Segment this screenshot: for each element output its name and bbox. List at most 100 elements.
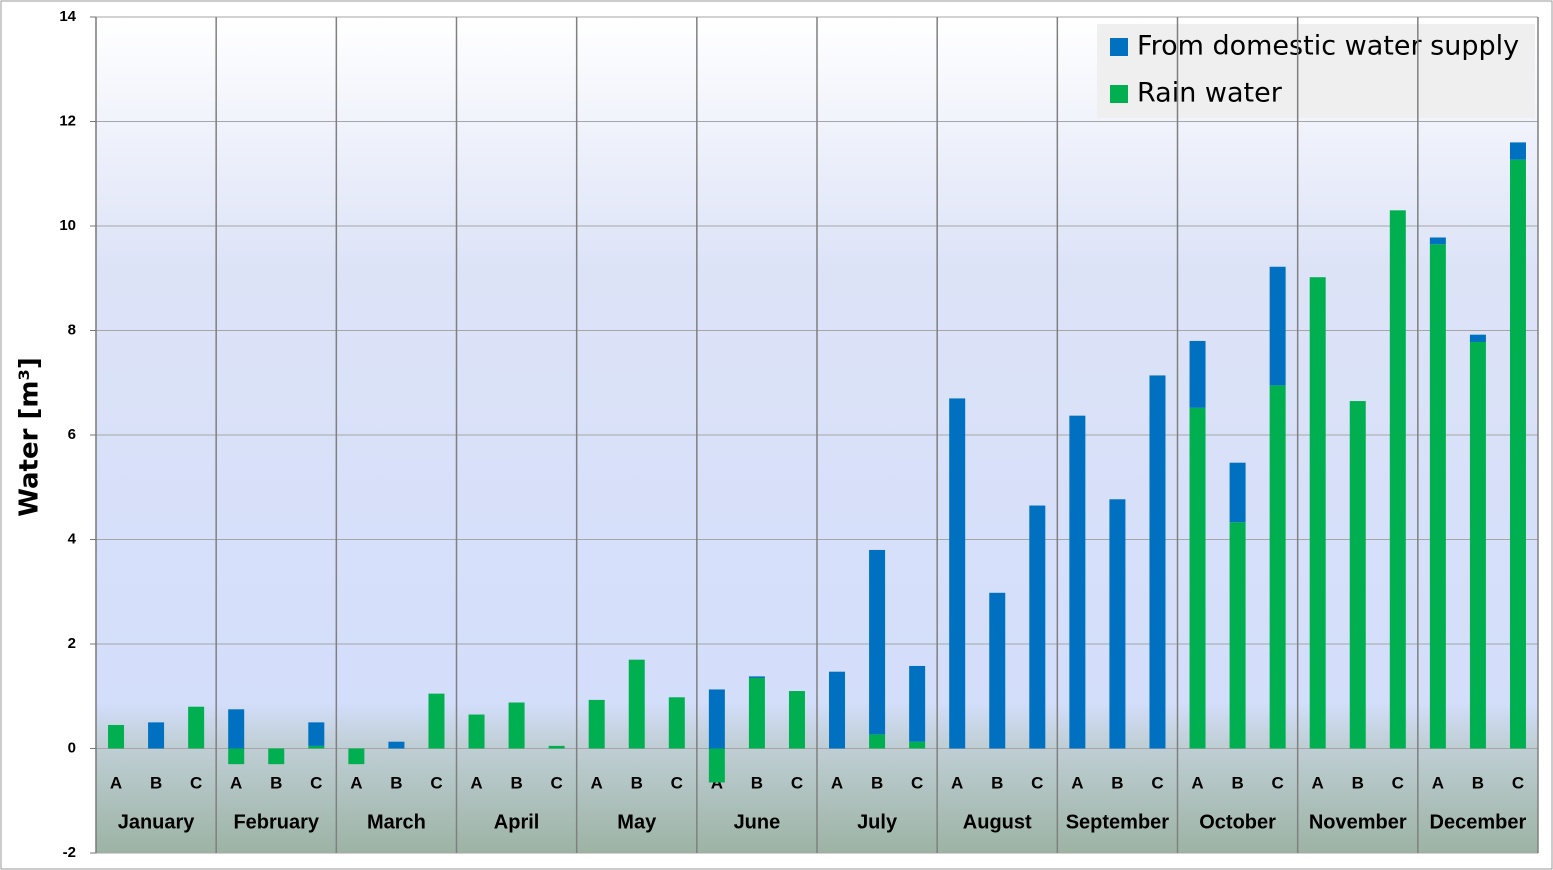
bar-segment [628,659,645,749]
bar-segment [548,745,565,749]
y-axis-title: Water [m³] [15,357,45,516]
x-tick-label: A [1191,773,1203,792]
bar-segment [1469,334,1486,342]
x-tick-label: B [390,773,402,792]
y-tick-label: 0 [68,739,76,756]
group-label: December [1430,811,1527,833]
x-tick-label: C [911,773,923,792]
x-tick-label: A [110,773,122,792]
group-label: July [857,811,898,833]
x-tick-label: B [1352,773,1364,792]
bar-segment [228,748,245,765]
bar-segment [869,734,886,749]
bar-segment [228,709,245,749]
bar-segment [708,748,725,783]
x-tick-label: C [190,773,202,792]
x-tick-label: B [270,773,282,792]
group-label: August [963,811,1032,833]
x-tick-label: C [1392,773,1404,792]
legend-box [1097,24,1535,118]
bar-segment [909,741,926,749]
group-label: November [1309,811,1407,833]
x-tick-label: C [550,773,562,792]
bar-segment [1509,159,1526,749]
bar-segment [508,702,525,749]
x-tick-label: A [831,773,843,792]
x-tick-label: B [631,773,643,792]
bar-segment [588,699,605,749]
bar-segment [1269,385,1286,749]
bar-segment [1349,401,1366,749]
bar-segment [1069,415,1086,749]
bar-segment [748,676,765,678]
bar-segment [788,691,805,749]
bar-segment [268,748,285,765]
y-tick-label: -2 [63,844,76,861]
legend: From domestic water supply Rain water [1097,24,1535,118]
y-tick-label: 14 [59,8,76,25]
x-tick-label: B [1111,773,1123,792]
bar-segment [1149,375,1166,749]
group-label: March [367,811,426,833]
x-tick-label: C [791,773,803,792]
bar-segment [668,697,685,749]
bar-segment [909,665,926,742]
bar-segment [1429,244,1446,749]
x-tick-label: C [310,773,322,792]
bar-segment [428,693,445,749]
bar-segment [1109,499,1126,749]
x-tick-label: A [591,773,603,792]
x-tick-label: A [470,773,482,792]
x-tick-label: B [991,773,1003,792]
x-tick-label: A [1312,773,1324,792]
bar-segment [1389,210,1406,749]
bar-segment [308,722,325,746]
bar-segment [1189,407,1206,749]
x-tick-label: B [510,773,522,792]
x-tick-label: C [1271,773,1283,792]
bar-segment [1229,522,1246,749]
bar-segment [388,741,405,749]
x-tick-label: B [751,773,763,792]
bar-segment [468,714,485,749]
y-tick-label: 2 [68,635,76,652]
bar-segment [1269,266,1286,386]
bar-segment [1469,341,1486,749]
y-tick-label: 4 [68,530,77,547]
y-tick-label: 12 [59,112,76,129]
bar-segment [1029,505,1046,749]
bar-segment [1229,462,1246,523]
legend-swatch [1110,38,1128,56]
x-tick-label: B [871,773,883,792]
y-tick-label: 10 [59,217,76,234]
bar-segment [1189,340,1206,408]
bar-segment [188,706,205,749]
y-tick-label: 6 [68,426,76,443]
legend-swatch [1110,85,1128,103]
bar-segment [108,724,125,749]
x-tick-label: B [150,773,162,792]
bar-segment [989,592,1006,749]
x-tick-label: A [1432,773,1444,792]
x-tick-label: C [671,773,683,792]
bar-segment [348,748,365,765]
group-label: June [734,811,781,833]
group-label: January [118,811,196,833]
bar-segment [829,671,846,749]
x-tick-label: B [1472,773,1484,792]
bar-segment [308,745,325,749]
x-tick-label: A [350,773,362,792]
bar-segment [1509,142,1526,160]
bar-segment [1309,277,1326,749]
x-tick-label: A [951,773,963,792]
bar-segment [148,722,165,749]
x-tick-label: C [1031,773,1043,792]
y-tick-label: 8 [68,321,76,338]
bar-segment [708,689,725,749]
x-tick-label: C [1512,773,1524,792]
group-label: September [1066,811,1170,833]
legend-label: Rain water [1137,78,1283,109]
bar-segment [1429,237,1446,245]
